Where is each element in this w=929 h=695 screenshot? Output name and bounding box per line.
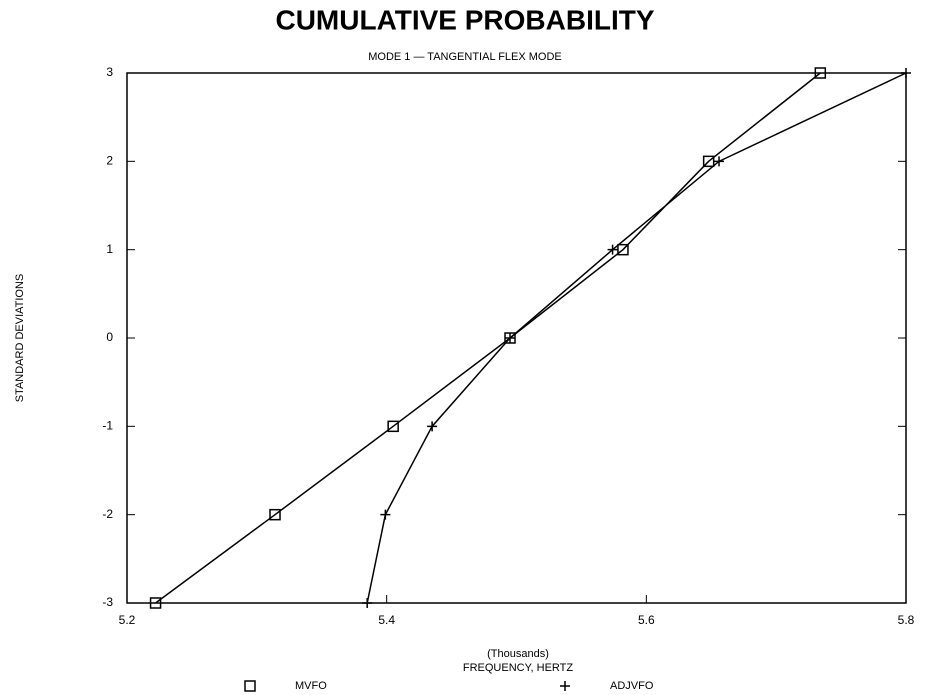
data-point bbox=[505, 333, 516, 343]
data-point bbox=[702, 155, 715, 168]
data-point bbox=[380, 509, 391, 520]
data-point bbox=[814, 67, 827, 79]
y-tick-label: -3 bbox=[102, 595, 113, 609]
chart-subtitle: MODE 1 — TANGENTIAL FLEX MODE bbox=[368, 51, 562, 63]
legend-marker bbox=[560, 681, 570, 691]
legend-label: ADJVFO bbox=[610, 680, 654, 692]
data-point bbox=[149, 597, 162, 609]
data-point bbox=[617, 243, 629, 256]
x-axis-label: FREQUENCY, HERTZ bbox=[463, 662, 574, 674]
series-line bbox=[366, 72, 907, 604]
y-tick-label: 2 bbox=[106, 154, 113, 168]
y-tick-label: -2 bbox=[102, 507, 113, 521]
x-unit-label: (Thousands) bbox=[487, 648, 549, 660]
x-tick-label: 5.2 bbox=[119, 613, 136, 627]
plot-frame bbox=[126, 72, 907, 604]
data-point bbox=[714, 156, 725, 167]
legend-marker bbox=[244, 680, 256, 692]
data-point bbox=[427, 421, 438, 432]
data-point bbox=[362, 598, 373, 608]
y-tick-label: -1 bbox=[102, 419, 113, 433]
x-tick-label: 5.6 bbox=[638, 613, 655, 627]
x-tick-label: 5.8 bbox=[898, 613, 915, 627]
legend-label: MVFO bbox=[295, 680, 327, 692]
y-axis-label: STANDARD DEVIATIONS bbox=[14, 274, 26, 403]
data-point bbox=[607, 244, 618, 255]
x-tick-label: 5.4 bbox=[378, 613, 395, 627]
data-point bbox=[269, 508, 281, 521]
y-tick-label: 1 bbox=[106, 242, 113, 256]
y-tick-label: 0 bbox=[106, 330, 113, 344]
data-point bbox=[901, 68, 911, 78]
data-point bbox=[387, 420, 399, 433]
y-tick-label: 3 bbox=[106, 65, 113, 79]
series-line bbox=[155, 72, 821, 604]
chart-title: CUMULATIVE PROBABILITY bbox=[275, 4, 654, 35]
